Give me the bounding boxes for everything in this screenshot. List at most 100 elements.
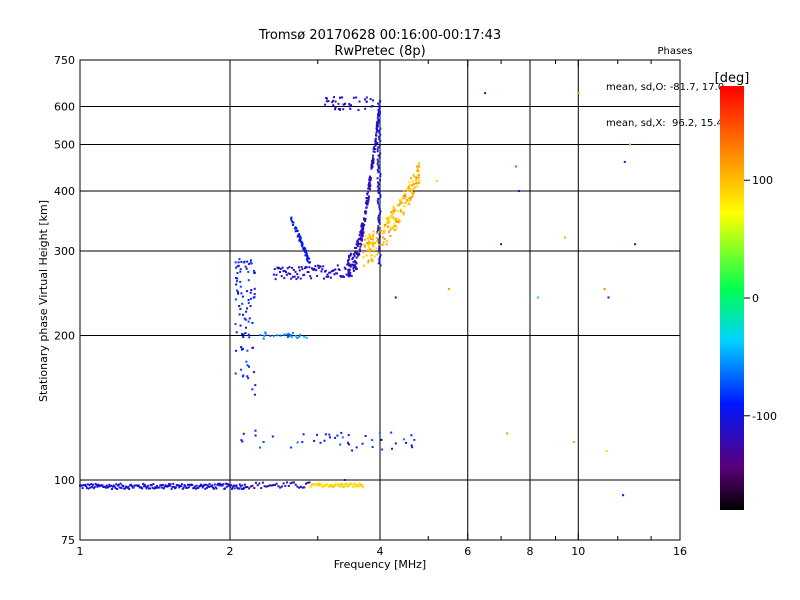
data-point-829 (412, 192, 415, 195)
data-point-683 (379, 110, 381, 113)
data-point-1091 (286, 336, 289, 339)
data-point-193 (246, 486, 249, 488)
data-point-1019 (239, 285, 242, 288)
data-point-995 (246, 307, 248, 310)
data-point-89 (155, 484, 158, 487)
x-tick-label-8: 8 (527, 545, 534, 558)
data-point-36 (110, 484, 113, 487)
data-point-388 (355, 267, 358, 270)
data-point-278 (350, 483, 353, 486)
data-point-1101 (272, 335, 275, 338)
data-point-1094 (288, 335, 291, 338)
data-point-749 (290, 217, 293, 220)
data-point-857 (372, 243, 375, 246)
data-point-706 (348, 103, 351, 105)
data-point-636 (378, 208, 381, 211)
data-point-1164 (506, 432, 509, 435)
data-point-554 (358, 248, 361, 251)
data-point-671 (378, 135, 381, 138)
data-point-738 (306, 260, 309, 263)
data-point-713 (326, 97, 328, 100)
data-point-265 (339, 485, 342, 488)
data-point-244 (321, 486, 324, 489)
data-point-13 (90, 483, 93, 486)
data-point-589 (363, 218, 365, 221)
data-point-14 (91, 485, 94, 488)
data-point-1089 (292, 331, 294, 334)
data-point-684 (377, 108, 380, 111)
data-point-591 (359, 238, 362, 241)
data-point-559 (357, 242, 359, 245)
data-point-15 (92, 483, 94, 486)
data-point-196 (251, 484, 254, 487)
data-point-780 (306, 255, 309, 258)
data-point-302 (281, 266, 284, 269)
data-point-670 (378, 137, 381, 140)
data-point-983 (395, 220, 398, 223)
data-point-105 (169, 483, 172, 486)
colorbar-tick-label-0: 0 (752, 292, 759, 305)
data-point-1069 (247, 279, 250, 282)
data-point-310 (288, 266, 291, 269)
data-point-1135 (290, 446, 293, 449)
data-point-154 (212, 486, 214, 489)
data-point-613 (379, 256, 381, 259)
data-point-740 (290, 219, 293, 222)
data-point-142 (201, 486, 204, 489)
data-point-114 (177, 484, 180, 487)
data-point-641 (377, 198, 380, 200)
data-point-1116 (411, 446, 414, 449)
data-point-18 (94, 482, 97, 485)
data-point-492 (359, 245, 362, 248)
data-point-685 (378, 106, 381, 109)
data-point-50 (122, 485, 125, 487)
data-point-3 (81, 487, 84, 490)
data-point-802 (412, 191, 415, 194)
data-point-1049 (238, 305, 241, 307)
data-point-106 (170, 487, 173, 490)
data-point-1083 (299, 333, 302, 336)
data-point-1163 (605, 449, 608, 452)
data-point-662 (377, 154, 380, 157)
data-point-800 (402, 211, 405, 214)
data-point-528 (347, 261, 350, 264)
data-point-581 (373, 150, 376, 153)
data-point-725 (332, 99, 335, 102)
data-point-535 (363, 224, 366, 227)
data-point-79 (147, 484, 150, 487)
data-point-626 (376, 229, 379, 232)
data-point-324 (300, 266, 303, 268)
data-point-1029 (241, 295, 244, 298)
data-point-168 (224, 487, 227, 490)
data-point-425 (356, 250, 359, 253)
data-point-917 (372, 249, 375, 251)
data-point-977 (415, 182, 418, 184)
data-point-124 (186, 486, 189, 489)
data-point-709 (331, 101, 334, 104)
data-point-623 (378, 235, 381, 238)
data-point-1118 (391, 447, 393, 450)
data-point-95 (161, 486, 164, 489)
data-point-1149 (484, 92, 487, 95)
data-point-343 (317, 264, 319, 267)
data-point-511 (355, 243, 358, 246)
data-point-1109 (313, 439, 316, 442)
data-point-1082 (298, 335, 301, 338)
data-point-614 (379, 254, 382, 256)
data-point-979 (368, 240, 370, 243)
data-point-607 (370, 165, 373, 168)
data-point-943 (393, 210, 396, 213)
x-tick-label-16: 16 (673, 545, 687, 558)
chart-title-block: Tromsø 20170628 00:16:00-00:17:43 RwPret… (230, 28, 530, 60)
data-point-274 (347, 485, 350, 488)
data-point-240 (318, 483, 320, 485)
data-point-314 (291, 275, 294, 278)
data-point-34 (108, 483, 111, 486)
data-point-707 (334, 108, 336, 111)
data-point-119 (181, 487, 184, 490)
data-point-609 (379, 264, 382, 267)
data-point-395 (352, 263, 355, 266)
data-point-971 (404, 194, 407, 197)
data-point-366 (336, 264, 339, 267)
data-point-880 (409, 197, 412, 200)
